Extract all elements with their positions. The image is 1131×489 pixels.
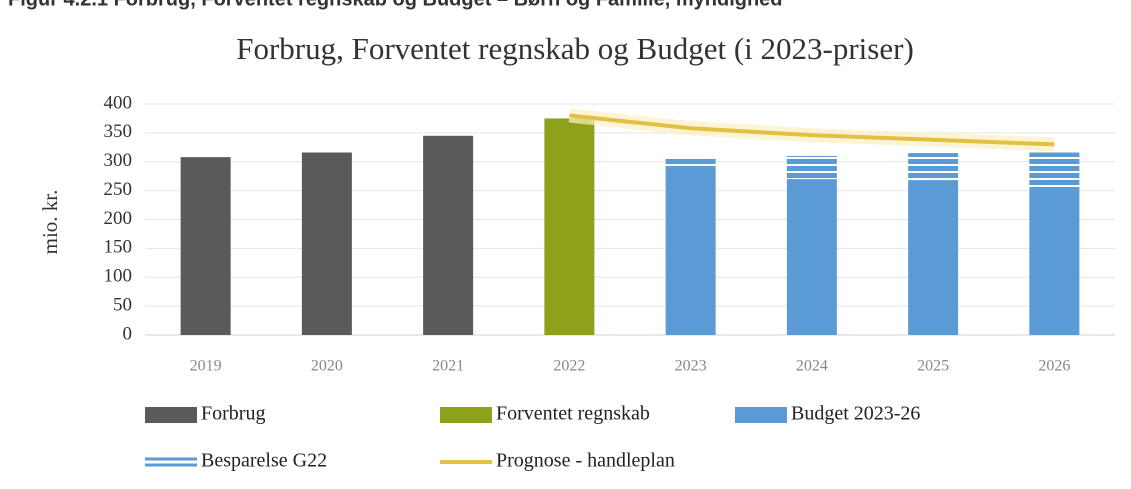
- x-tick-label: 2020: [311, 358, 343, 375]
- x-tick-label: 2019: [190, 358, 222, 375]
- bar: [665, 157, 716, 168]
- y-axis-label: mio. kr.: [38, 190, 62, 255]
- y-tick-label: 100: [104, 266, 133, 287]
- legend-label: Budget 2023-26: [791, 403, 920, 425]
- y-tick-label: 250: [104, 179, 133, 200]
- bar: [301, 152, 352, 335]
- legend-swatch: [735, 407, 787, 423]
- y-tick-label: 0: [123, 323, 133, 344]
- x-tick-label: 2023: [675, 358, 707, 375]
- chart-title: Forbrug, Forventet regnskab og Budget (i…: [236, 31, 914, 66]
- bar: [908, 180, 959, 335]
- y-tick-label: 200: [104, 208, 133, 229]
- legend-label: Besparelse G22: [201, 450, 327, 472]
- x-tick-label: 2021: [432, 358, 464, 375]
- bar: [180, 157, 231, 335]
- bar: [908, 153, 959, 181]
- legend-swatch: [440, 407, 492, 423]
- x-tick-label: 2026: [1038, 358, 1070, 375]
- legend-swatch: [145, 407, 197, 423]
- y-tick-label: 350: [104, 121, 133, 142]
- bar: [786, 179, 837, 335]
- legend-label: Forventet regnskab: [496, 403, 650, 425]
- y-tick-label: 150: [104, 237, 133, 258]
- bar: [1029, 189, 1080, 335]
- legend-label: Forbrug: [201, 403, 265, 425]
- x-tick-label: 2022: [553, 358, 585, 375]
- bar: [786, 155, 837, 180]
- line: [569, 113, 1055, 147]
- bar: [423, 135, 474, 335]
- figure-caption: Figur 4.2.1 Forbrug, Forventet regnskab …: [8, 0, 783, 10]
- bar: [1029, 152, 1080, 190]
- x-tick-label: 2025: [917, 358, 949, 375]
- y-tick-label: 400: [104, 92, 133, 113]
- y-tick-label: 300: [104, 150, 133, 171]
- bar: [544, 118, 595, 335]
- x-tick-label: 2024: [796, 358, 828, 375]
- y-tick-label: 50: [113, 294, 132, 315]
- legend-label: Prognose - handleplan: [496, 450, 675, 472]
- bar: [665, 167, 716, 335]
